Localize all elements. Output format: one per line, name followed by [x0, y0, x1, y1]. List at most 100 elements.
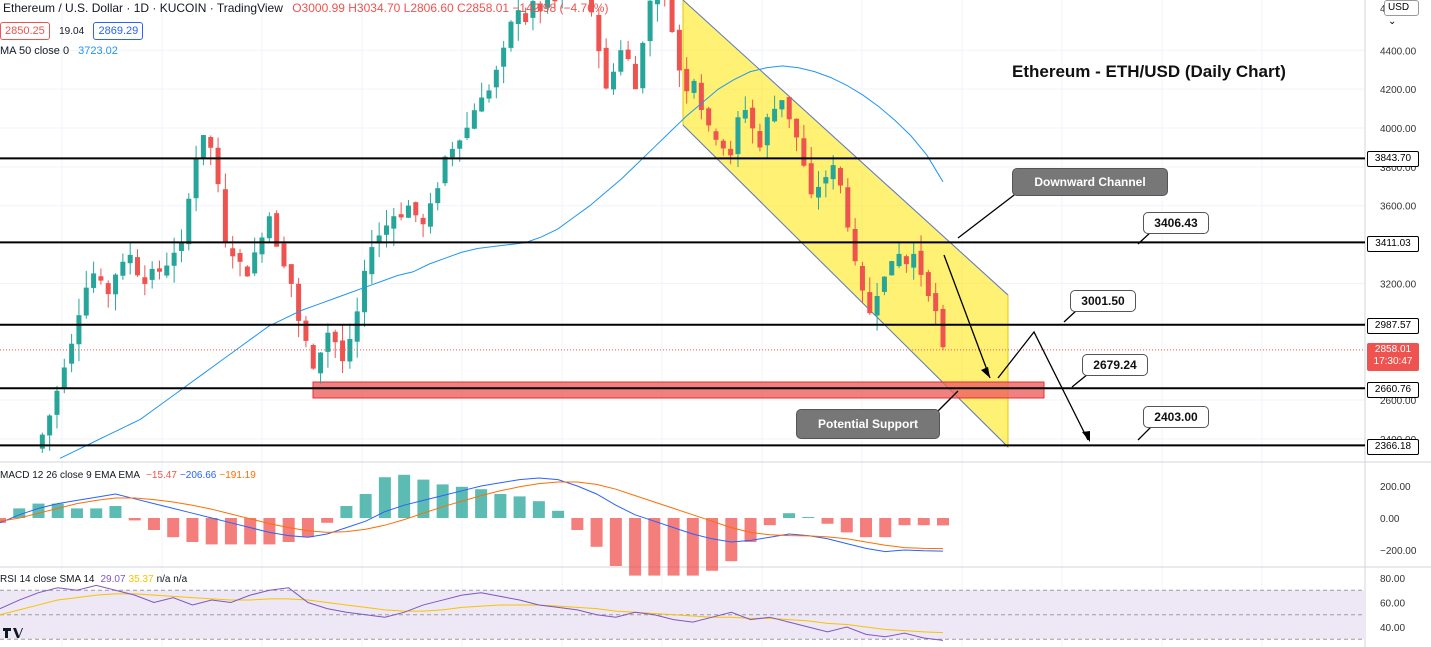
candle-body [54, 390, 60, 415]
macd-histogram-bar [744, 518, 757, 542]
macd-histogram-bar [609, 518, 622, 566]
candle-body [354, 311, 360, 342]
candle-body [816, 186, 822, 198]
symbol-label[interactable]: Ethereum / U.S. Dollar · 1D · KUCOIN · T… [3, 1, 283, 15]
candle-body [296, 283, 302, 321]
macd-histogram-bar [802, 517, 815, 519]
macd-histogram-bar [378, 477, 391, 518]
candle-body [405, 205, 411, 218]
candle-body [676, 29, 682, 71]
candle-body [750, 107, 756, 129]
candle-body [493, 69, 499, 88]
candle-body [318, 352, 324, 374]
macd-histogram-bar [128, 518, 141, 521]
currency-label: USD [1388, 2, 1410, 13]
potential-support-callout[interactable]: Potential Support [796, 409, 940, 439]
candle-body [449, 148, 455, 158]
tradingview-logo[interactable] [3, 627, 23, 641]
candle-body [208, 137, 214, 148]
candle-body [113, 274, 119, 295]
candle-body [786, 97, 792, 120]
candle-body [383, 225, 389, 235]
price-tick-label: 3200.00 [1380, 279, 1417, 290]
candle-body [779, 100, 785, 110]
candle-body [632, 63, 638, 90]
macd-histogram-bar [205, 518, 218, 545]
candle-body [654, 0, 660, 5]
macd-histogram-bar [13, 508, 26, 518]
macd-histogram-bar [90, 508, 103, 518]
candle-body [171, 252, 177, 266]
ohlc-values: O3000.99 H3034.70 L2806.60 C2858.01 −142… [292, 1, 609, 15]
macd-signal-line [0, 481, 944, 550]
buy-button[interactable]: 2869.29 [93, 22, 144, 40]
spread-value: 19.04 [59, 26, 85, 37]
macd-histogram-bar [917, 518, 930, 526]
candle-body [347, 338, 353, 362]
candle-body [413, 202, 419, 216]
candle-body [442, 156, 448, 184]
macd-histogram-bar [359, 494, 372, 518]
candle-body [691, 80, 697, 93]
price-level-label: 3411.03 [1367, 236, 1419, 252]
level-2403-label[interactable]: 2403.00 [1143, 406, 1209, 428]
level-2679-pointer [1071, 373, 1089, 388]
price-level-label: 2660.76 [1367, 382, 1419, 398]
level-2679-label[interactable]: 2679.24 [1082, 354, 1148, 376]
macd-histogram-bar [840, 518, 853, 533]
macd-histogram-bar [244, 518, 257, 545]
candle-body [596, 14, 602, 52]
rsi-label[interactable]: RSI 14 close SMA 14 [0, 574, 95, 585]
macd-histogram-bar [167, 518, 180, 538]
macd-legend: MACD 12 26 close 9 EMA EMA −15.47 −206.66−… [0, 470, 262, 481]
macd-line-value: −206.66 [179, 470, 217, 481]
level-2403-pointer [1137, 425, 1153, 441]
candle-body [76, 315, 82, 345]
candle-body [98, 276, 104, 281]
macd-histogram-bar [398, 474, 411, 518]
macd-histogram-bar [32, 503, 45, 518]
candle-body [420, 217, 426, 225]
price-level-label: 3843.70 [1367, 151, 1419, 167]
candle-body [530, 1, 536, 18]
ma50-line [59, 65, 944, 459]
candle-body [47, 415, 53, 436]
candle-body [713, 131, 719, 140]
macd-histogram-bar [417, 479, 430, 518]
candle-body [332, 331, 338, 343]
macd-histogram-bar [186, 518, 199, 542]
support-zone [312, 381, 1045, 399]
macd-histogram-bar [879, 518, 892, 538]
price-tick-label: 4400.00 [1380, 46, 1417, 57]
downward-channel-callout[interactable]: Downward Channel [1012, 168, 1168, 196]
price-tick-label: 4000.00 [1380, 124, 1417, 135]
rsi-tick-label: 40.00 [1380, 623, 1405, 634]
channel-upper-line [682, 0, 1009, 296]
sell-button[interactable]: 2850.25 [0, 22, 50, 40]
macd-histogram-bar [725, 518, 738, 562]
price-tick-label: 4 [1380, 4, 1386, 15]
chevron-down-icon: ⌄ [1388, 16, 1397, 27]
candle-body [501, 47, 507, 67]
candle-body [310, 345, 316, 369]
macd-signal-value: −191.19 [219, 470, 256, 481]
level-3406-label[interactable]: 3406.43 [1143, 212, 1209, 234]
candle-body [918, 250, 924, 275]
level-3001-label[interactable]: 3001.50 [1070, 290, 1136, 312]
price-tick-label: 2600.00 [1380, 396, 1417, 407]
candle-body [610, 71, 616, 90]
currency-selector[interactable]: USD ⌄ [1384, 0, 1419, 27]
macd-hist-value: −15.47 [146, 470, 177, 481]
candle-body [823, 177, 829, 184]
candle-body [859, 266, 865, 291]
candle-body [274, 213, 280, 247]
rsi-sma-line [0, 593, 944, 634]
macd-label[interactable]: MACD 12 26 close 9 EMA EMA [0, 470, 141, 481]
candle-body [794, 118, 800, 138]
candle-body [376, 235, 382, 244]
candle-countdown: 17:30:47 [1373, 356, 1413, 367]
ma-label[interactable]: MA 50 close 0 [0, 45, 70, 57]
candle-body [259, 237, 265, 255]
candle-body [164, 265, 170, 276]
candle-body [933, 293, 939, 312]
